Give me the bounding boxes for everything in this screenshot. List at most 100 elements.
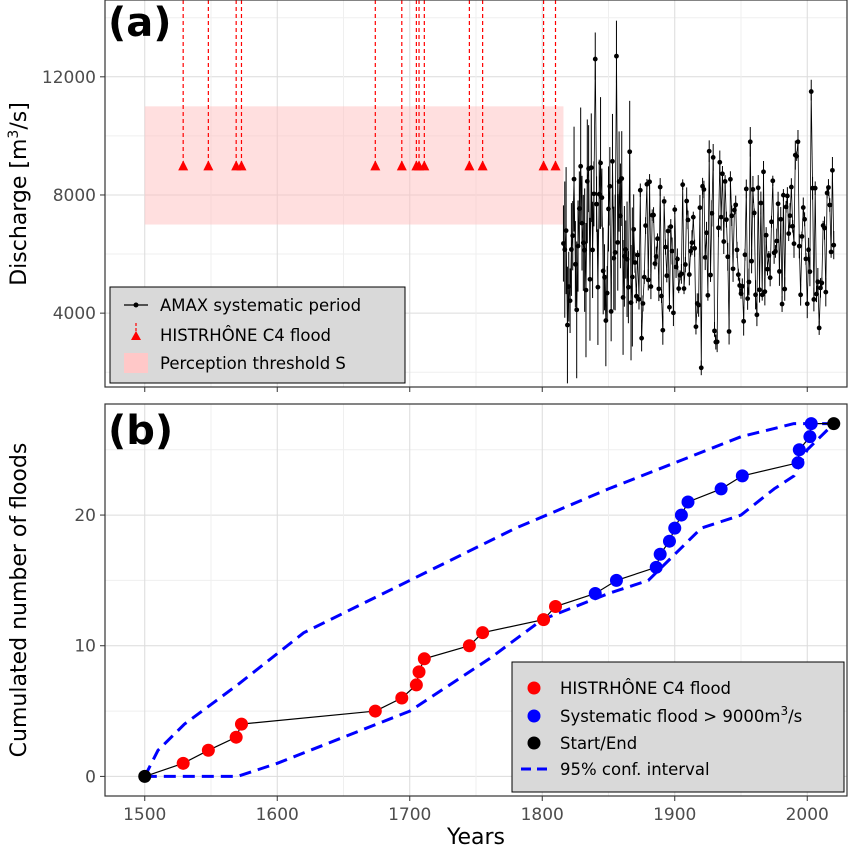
x-tick-label: 1500 (123, 805, 166, 825)
amax-point (686, 272, 692, 277)
amax-point (729, 213, 735, 219)
amax-point (688, 248, 694, 254)
amax-point (706, 148, 712, 154)
legend-histrhone-triangle (131, 331, 141, 340)
systematic-flood-point (653, 547, 667, 561)
legend-systematic-label: Systematic flood > 9000m3/s (560, 704, 802, 726)
amax-point (781, 192, 786, 198)
amax-point (791, 241, 797, 247)
amax-point (718, 214, 724, 220)
amax-point (635, 252, 641, 258)
histrhone-flood-point (537, 613, 551, 627)
amax-point (579, 220, 585, 226)
amax-point (565, 322, 570, 328)
amax-point (767, 275, 773, 281)
historical-flood-triangle (538, 160, 549, 171)
amax-point (698, 365, 704, 371)
historical-flood-markers (178, 0, 561, 171)
amax-point (802, 216, 807, 222)
amax-point (633, 293, 639, 299)
amax-point (774, 238, 780, 244)
amax-point (751, 210, 757, 216)
amax-point (806, 247, 811, 253)
amax-point (643, 223, 648, 229)
historical-flood-triangle (550, 160, 561, 171)
amax-point (738, 291, 744, 297)
amax-point (667, 304, 672, 310)
amax-point (790, 223, 796, 229)
systematic-flood-point (804, 417, 818, 431)
x-tick-label: 1900 (653, 805, 696, 825)
panel-b-y-axis-title: Cumulated number of floods (7, 443, 32, 758)
amax-point (763, 232, 769, 238)
panel-b-legend: HISTRHÔNE C4 flood Systematic flood > 90… (511, 661, 845, 793)
amax-point (824, 190, 830, 196)
histrhone-flood-point (417, 652, 431, 666)
amax-point (668, 224, 674, 230)
amax-point (681, 286, 687, 291)
amax-point (716, 225, 721, 231)
amax-point (782, 286, 788, 292)
y-tick-label: 0 (85, 767, 96, 787)
panel-a-y-axis-title-main: Discharge [m (7, 139, 32, 286)
amax-point (692, 245, 698, 251)
panel-b-x-ticks: 1500 1600 1700 1800 1900 2000 (123, 796, 829, 825)
systematic-flood-point (735, 469, 749, 483)
amax-point (710, 155, 716, 160)
amax-point (676, 286, 682, 292)
amax-point (800, 205, 806, 210)
amax-point (749, 258, 754, 264)
systematic-flood-point (791, 456, 805, 470)
amax-point (753, 292, 758, 298)
amax-point (717, 159, 723, 165)
panel-b-label: (b) (108, 408, 173, 454)
amax-point (766, 253, 772, 258)
historical-flood-triangle (419, 160, 430, 171)
amax-point (722, 178, 728, 184)
amax-point (704, 230, 709, 236)
legend-systematic-label-main: Systematic flood > 9000m (560, 707, 780, 726)
amax-point (569, 247, 574, 252)
histrhone-flood-point (549, 600, 562, 614)
amax-point (742, 252, 748, 258)
amax-point (819, 280, 825, 286)
amax-point (619, 176, 625, 181)
amax-point (655, 236, 660, 242)
amax-point (611, 255, 617, 261)
x-tick-label: 2000 (786, 805, 829, 825)
amax-point (671, 310, 676, 316)
amax-point (794, 153, 800, 159)
amax-point (808, 89, 814, 94)
amax-point (745, 296, 751, 302)
amax-point (608, 309, 614, 314)
amax-point (754, 312, 760, 318)
amax-point (721, 239, 727, 244)
amax-point (636, 296, 642, 302)
amax-point (777, 269, 782, 274)
historical-flood-triangle (477, 160, 488, 171)
historical-flood-triangle (396, 160, 407, 171)
historical-flood-triangle (464, 160, 475, 171)
amax-point (816, 325, 822, 331)
amax-point (618, 213, 623, 219)
amax-point (648, 284, 654, 289)
amax-point (701, 187, 707, 192)
amax-point (755, 185, 761, 191)
amax-point (728, 176, 733, 182)
systematic-flood-point (662, 534, 676, 548)
amax-point (735, 272, 741, 278)
amax-point (739, 283, 745, 289)
systematic-amax-series (561, 20, 837, 384)
amax-point (620, 295, 626, 300)
panel-b-legend-box (511, 661, 845, 793)
amax-point (784, 193, 790, 199)
x-tick-label: 1800 (521, 805, 564, 825)
y-tick-label: 20 (74, 506, 96, 526)
amax-point (812, 185, 818, 191)
systematic-flood-point (681, 495, 695, 509)
systematic-flood-point (588, 586, 602, 600)
amax-point (591, 191, 597, 197)
amax-point (758, 200, 764, 206)
histrhone-flood-point (176, 756, 190, 770)
amax-point (831, 242, 837, 248)
